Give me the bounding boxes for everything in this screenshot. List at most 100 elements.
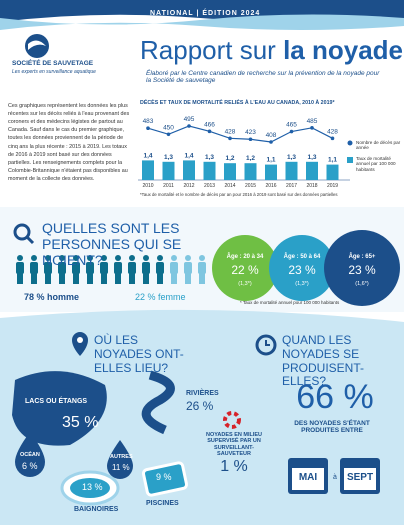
edition-year: ÉDITION 2024 <box>202 10 261 17</box>
calendar-may <box>288 458 328 494</box>
rate-bar <box>142 160 154 180</box>
deaths-label: 465 <box>286 122 297 129</box>
month-from: MAI <box>298 472 318 483</box>
who-heading: QUELLES SONT LES PERSONNES QUI SE NOIENT… <box>42 220 182 269</box>
pin-icon <box>72 332 88 356</box>
rate-label: 1,1 <box>328 157 337 164</box>
legend-deaths-marker <box>347 140 353 146</box>
age-label: Âge : 65+ <box>349 253 376 260</box>
when-heading: QUAND LES NOYADES SE PRODUISENT-ELLES? <box>282 333 365 389</box>
rate-bar <box>244 163 257 180</box>
person-body <box>58 262 66 274</box>
person-head <box>129 255 135 261</box>
age-rate: (1,3*) <box>295 281 309 287</box>
deaths-label: 466 <box>204 121 215 128</box>
year-label: 2011 <box>163 183 174 189</box>
pool-shape <box>141 461 189 497</box>
person-body <box>44 262 52 274</box>
person-legs <box>115 273 121 284</box>
rate-bar <box>265 164 277 180</box>
rate-label: 1,1 <box>266 157 275 164</box>
person-legs <box>17 273 23 284</box>
ocean-label: OCÉAN <box>20 452 40 458</box>
age-circle <box>324 230 400 306</box>
person-body <box>72 262 80 274</box>
person-body <box>184 262 192 274</box>
deaths-line <box>147 125 333 143</box>
deaths-label: 483 <box>143 118 154 125</box>
when-text: DES NOYADES S'ÉTANT PRODUITES ENTRE <box>294 420 370 435</box>
person-head <box>45 255 51 261</box>
rate-label: 1,4 <box>143 152 152 159</box>
person-legs <box>143 273 149 284</box>
year-label: 2017 <box>286 183 297 189</box>
year-label: 2014 <box>224 183 235 189</box>
deaths-point <box>207 129 212 134</box>
subtitle: Élaboré par le Centre canadien de recher… <box>146 70 380 85</box>
lake-shape <box>12 371 107 446</box>
calendar-sept <box>340 458 380 494</box>
month-to: SEPT <box>346 472 374 483</box>
pool-label: PISCINES <box>146 500 179 507</box>
chart: 483 1,4 2010 450 1,3 2011 495 1,4 2012 466 1,3 2013… <box>138 116 353 189</box>
tub-label: BAIGNOIRES <box>74 506 119 513</box>
title-bold: la noyade <box>283 35 404 65</box>
person-head <box>101 255 107 261</box>
person-legs <box>87 273 93 284</box>
other-share: 11 % <box>112 463 130 472</box>
person-head <box>87 255 93 261</box>
year-label: 2019 <box>327 183 338 189</box>
legend-rate: Taux de mortalité annuel par 100 000 hab… <box>356 156 396 172</box>
tub-share: 13 % <box>82 482 103 492</box>
age-rate: (1,6*) <box>355 281 369 287</box>
ocean-drop <box>15 432 45 477</box>
supervised-label: NOYADES EN MILIEU SUPERVISÉ PAR UN SURVE… <box>205 432 263 457</box>
age-share: 22 % <box>231 263 259 277</box>
person-body <box>16 262 24 274</box>
person-legs <box>171 273 177 284</box>
when-share: 66 % <box>296 378 374 416</box>
org-name: SOCIÉTÉ DE SAUVETAGE <box>12 60 94 67</box>
deaths-label: 495 <box>184 116 195 123</box>
age-circle <box>212 235 278 301</box>
women-share: 22 % femme <box>135 292 186 302</box>
rate-label: 1,3 <box>164 154 173 161</box>
other-label: AUTRES <box>110 454 133 460</box>
rate-bar <box>183 160 195 180</box>
person-body <box>30 262 38 274</box>
legend-rate-marker <box>347 157 353 163</box>
year-label: 2013 <box>204 183 215 189</box>
person-body <box>86 262 94 274</box>
lifebuoy-icon <box>223 411 241 429</box>
person-head <box>59 255 65 261</box>
age-label: Âge : 50 à 64 <box>284 253 321 260</box>
age-circle <box>269 235 335 301</box>
rate-label: 1,3 <box>287 154 296 161</box>
deaths-label: 485 <box>307 118 318 125</box>
rate-bar <box>162 161 175 180</box>
deaths-point <box>248 137 253 142</box>
deaths-point <box>228 136 232 141</box>
top-wave-light <box>0 14 404 30</box>
rate-bar <box>285 161 298 180</box>
lake-share: 35 % <box>62 414 99 431</box>
age-share: 23 % <box>348 263 376 277</box>
person-body <box>100 262 108 274</box>
person-body <box>198 262 206 274</box>
men-share: 78 % homme <box>24 292 80 302</box>
age-rate: (1,3*) <box>238 281 252 287</box>
person-head <box>73 255 79 261</box>
deaths-label: 450 <box>163 124 174 131</box>
deaths-label: 408 <box>266 132 277 139</box>
person-head <box>17 255 23 261</box>
person-body <box>156 262 164 274</box>
month-joiner: à <box>333 474 337 481</box>
person-head <box>115 255 121 261</box>
year-label: 2016 <box>265 183 276 189</box>
person-legs <box>157 273 163 284</box>
deaths-point <box>166 132 171 137</box>
rate-bar <box>326 164 339 180</box>
title-light: Rapport sur <box>140 35 276 65</box>
people-icons <box>16 255 206 284</box>
